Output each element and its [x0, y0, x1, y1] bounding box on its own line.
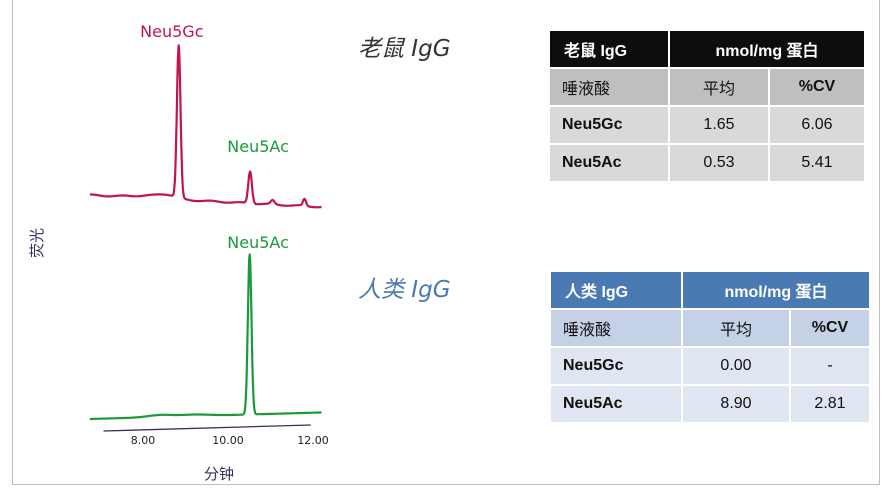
table-cell: 0.53: [668, 143, 770, 183]
table-cell: 0.00: [681, 346, 791, 386]
x-tick-label: 8.00: [131, 434, 156, 447]
table-cell: Neu5Ac: [549, 384, 683, 424]
table-cell: 8.90: [681, 384, 791, 424]
human-peak-label-neu5ac: Neu5Ac: [227, 233, 289, 252]
x-tick-label: 10.00: [212, 434, 244, 447]
rat-peak-label-neu5gc: Neu5Gc: [140, 22, 203, 41]
x-tick-label: 12.00: [297, 434, 329, 447]
rat-peak-label-neu5ac: Neu5Ac: [227, 137, 289, 156]
table-subheader-row: 唾液酸 平均 %CV: [549, 308, 871, 348]
header-unit-cell: nmol/mg 蛋白: [668, 29, 866, 69]
human-igg-trace: [89, 253, 323, 421]
table-subheader-row: 唾液酸 平均 %CV: [548, 67, 866, 107]
table-cell: 5.41: [768, 143, 866, 183]
x-axis-ticks: 8.00 10.00 12.00: [131, 434, 329, 447]
table-cell: 2.81: [789, 384, 871, 424]
table-header-row: 人类 IgG nmol/mg 蛋白: [549, 270, 871, 310]
y-axis-label: 荧光: [28, 228, 46, 258]
table-cell: Neu5Ac: [548, 143, 670, 183]
table-row: Neu5Gc 1.65 6.06: [548, 105, 866, 145]
table-cell: 1.65: [668, 105, 770, 145]
header-species-cell: 老鼠 IgG: [548, 29, 670, 69]
x-axis-label: 分钟: [204, 465, 234, 483]
rat-igg-title: 老鼠 IgG: [358, 36, 451, 62]
human-igg-title: 人类 IgG: [358, 277, 451, 303]
table-header-row: 老鼠 IgG nmol/mg 蛋白: [548, 29, 866, 69]
table-row: Neu5Gc 0.00 -: [549, 346, 871, 386]
table-cell: Neu5Gc: [548, 105, 670, 145]
table-cell: 6.06: [768, 105, 866, 145]
header-unit-cell: nmol/mg 蛋白: [681, 270, 871, 310]
slide-frame: [12, 0, 880, 485]
table-cell: -: [789, 346, 871, 386]
subheader-cell: 唾液酸: [549, 308, 683, 348]
rat-igg-trace: [89, 44, 323, 209]
subheader-cell: %CV: [768, 67, 866, 107]
table-row: Neu5Ac 0.53 5.41: [548, 143, 866, 183]
subheader-cell: 平均: [681, 308, 791, 348]
human-igg-table: 人类 IgG nmol/mg 蛋白 唾液酸 平均 %CV Neu5Gc 0.00…: [549, 270, 871, 424]
rat-igg-table: 老鼠 IgG nmol/mg 蛋白 唾液酸 平均 %CV Neu5Gc 1.65…: [548, 29, 866, 183]
table-cell: Neu5Gc: [549, 346, 683, 386]
header-species-cell: 人类 IgG: [549, 270, 683, 310]
subheader-cell: 唾液酸: [548, 67, 670, 107]
subheader-cell: 平均: [668, 67, 770, 107]
x-axis-line: [103, 424, 311, 432]
subheader-cell: %CV: [789, 308, 871, 348]
table-row: Neu5Ac 8.90 2.81: [549, 384, 871, 424]
